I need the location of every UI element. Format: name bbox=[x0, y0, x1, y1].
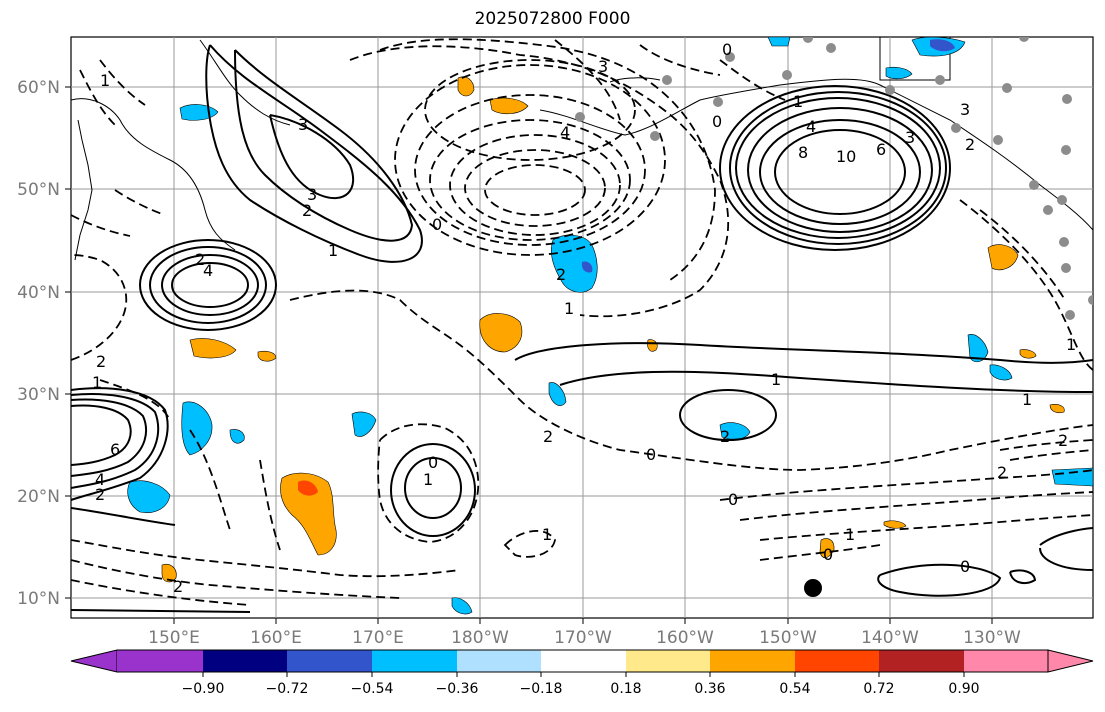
colorbar-tick-label: 0.54 bbox=[779, 681, 810, 697]
contour-labels: 1 3 0 3 4 0 1 4 8 10 6 3 2 3 2 3 0 1 2 4… bbox=[92, 40, 1076, 596]
contour-label: 6 bbox=[876, 140, 886, 159]
colorbar-tick-label: 0.36 bbox=[694, 681, 725, 697]
lat-label: 10°N bbox=[17, 589, 60, 609]
contour-label: 1 bbox=[771, 370, 781, 389]
contour-label: 0 bbox=[960, 557, 970, 576]
contour-label: 0 bbox=[728, 490, 738, 509]
contour-label: 4 bbox=[203, 261, 213, 280]
contour-label: 2 bbox=[95, 485, 105, 504]
lat-label: 30°N bbox=[17, 385, 60, 405]
colorbar-bin bbox=[372, 650, 457, 672]
contour-label: 2 bbox=[720, 427, 730, 446]
colorbar-tick-label: −0.18 bbox=[520, 681, 563, 697]
colorbar-bin bbox=[964, 650, 1048, 672]
map-frame bbox=[70, 36, 1094, 619]
colorbar-extend-high bbox=[1047, 649, 1094, 673]
lon-label: 130°W bbox=[963, 628, 1021, 648]
colorbar: −0.90 −0.72 −0.54 −0.36 −0.18 0.18 0.36 … bbox=[70, 649, 1094, 697]
dashed-contours bbox=[71, 38, 1093, 606]
contour-label: 1 bbox=[845, 525, 855, 544]
contour-label: 3 bbox=[598, 57, 608, 76]
contour-label: 1 bbox=[542, 525, 552, 544]
lon-label: 150°E bbox=[148, 628, 200, 648]
colorbar-bin bbox=[710, 650, 795, 672]
contour-label: 2 bbox=[1058, 431, 1068, 450]
contour-label: 2 bbox=[965, 135, 975, 154]
colorbar-tick-label: 0.18 bbox=[610, 681, 641, 697]
contour-label: 0 bbox=[722, 40, 732, 59]
contour-label: 2 bbox=[302, 201, 312, 220]
coastlines bbox=[71, 37, 1093, 261]
negative-shading bbox=[127, 37, 1093, 615]
contour-label: 1 bbox=[328, 241, 338, 260]
map-title: 2025072800 F000 bbox=[474, 9, 631, 29]
colorbar-tick-label: −0.54 bbox=[351, 681, 394, 697]
lon-label: 170°E bbox=[352, 628, 404, 648]
contour-label: 0 bbox=[432, 215, 442, 234]
typhoon-marker bbox=[804, 579, 822, 597]
colorbar-tick-label: −0.72 bbox=[266, 681, 309, 697]
contour-label: 1 bbox=[423, 470, 433, 489]
axis-ticks bbox=[65, 86, 993, 624]
contour-label: 0 bbox=[428, 453, 438, 472]
contour-label: 2 bbox=[195, 250, 205, 269]
contour-label: 1 bbox=[100, 71, 110, 90]
colorbar-bin bbox=[457, 650, 541, 672]
strong-positive-shading bbox=[298, 480, 318, 496]
contour-label: 1 bbox=[564, 299, 574, 318]
colorbar-extend-low bbox=[70, 649, 118, 673]
contour-label: 1 bbox=[1022, 390, 1032, 409]
lon-label: 160°E bbox=[250, 628, 302, 648]
contour-label: 4 bbox=[95, 470, 105, 489]
colorbar-tick-label: 0.90 bbox=[948, 681, 979, 697]
colorbar-bin bbox=[795, 650, 879, 672]
contour-label: 4 bbox=[806, 117, 816, 136]
lon-label: 150°W bbox=[759, 628, 817, 648]
colorbar-tick-label: −0.90 bbox=[182, 681, 225, 697]
station-markers bbox=[575, 37, 1093, 320]
strong-negative-shading bbox=[581, 39, 955, 273]
contour-label: 0 bbox=[646, 445, 656, 464]
contour-label: 2 bbox=[997, 463, 1007, 482]
contour-label: 8 bbox=[798, 143, 808, 162]
contour-label: 10 bbox=[836, 147, 856, 166]
colorbar-tick-label: 0.72 bbox=[863, 681, 894, 697]
lat-label: 40°N bbox=[17, 283, 60, 303]
lat-label: 20°N bbox=[17, 487, 60, 507]
contour-label: 0 bbox=[712, 112, 722, 131]
colorbar-bin bbox=[541, 650, 626, 672]
contour-label: 2 bbox=[96, 352, 106, 371]
contour-label: 6 bbox=[110, 440, 120, 459]
lon-label: 140°W bbox=[861, 628, 919, 648]
contour-label: 1 bbox=[1066, 335, 1076, 354]
lon-label: 180°W bbox=[451, 628, 509, 648]
contour-label: 2 bbox=[543, 427, 553, 446]
colorbar-bin bbox=[117, 650, 203, 672]
solid-contours bbox=[71, 44, 1093, 613]
colorbar-bin bbox=[879, 650, 964, 672]
colorbar-bin bbox=[626, 650, 710, 672]
latitude-labels: 60°N 50°N 40°N 30°N 20°N 10°N bbox=[17, 78, 60, 609]
lon-label: 160°W bbox=[656, 628, 714, 648]
contour-label: 2 bbox=[173, 577, 183, 596]
lat-label: 50°N bbox=[17, 180, 60, 200]
lon-label: 170°W bbox=[554, 628, 612, 648]
contour-label: 0 bbox=[823, 545, 833, 564]
longitude-labels: 150°E 160°E 170°E 180°W 170°W 160°W 150°… bbox=[148, 628, 1021, 648]
contour-label: 3 bbox=[905, 128, 915, 147]
contour-label: 1 bbox=[92, 373, 102, 392]
lat-label: 60°N bbox=[17, 78, 60, 98]
contour-label: 4 bbox=[560, 123, 570, 142]
contour-label: 3 bbox=[307, 185, 317, 204]
contour-label: 2 bbox=[556, 265, 566, 284]
contour-label: 3 bbox=[960, 100, 970, 119]
colorbar-bin bbox=[287, 650, 372, 672]
contour-label: 1 bbox=[793, 92, 803, 111]
colorbar-bin bbox=[203, 650, 287, 672]
contour-label: 3 bbox=[298, 115, 308, 134]
colorbar-tick-label: −0.36 bbox=[436, 681, 479, 697]
